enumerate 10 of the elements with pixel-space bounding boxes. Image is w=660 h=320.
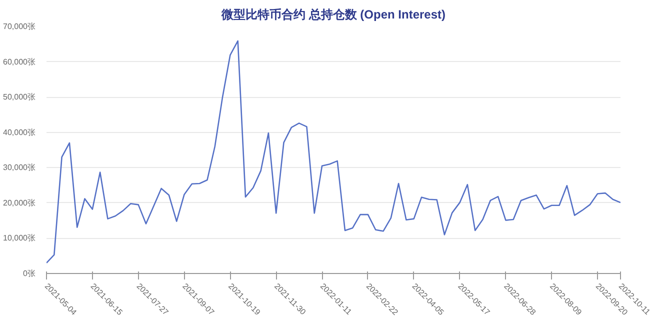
y-tick-label: 70,000张 xyxy=(3,22,36,31)
y-tick-label: 0张 xyxy=(23,269,36,278)
y-tick-label: 50,000张 xyxy=(3,92,36,102)
y-tick-label: 30,000张 xyxy=(3,163,36,172)
y-tick-label: 10,000张 xyxy=(3,234,36,243)
y-tick-label: 60,000张 xyxy=(3,57,36,66)
y-tick-label: 40,000张 xyxy=(3,128,36,137)
y-tick-label: 20,000张 xyxy=(3,198,36,208)
chart-title: 微型比特币合约 总持仓数 (Open Interest) xyxy=(220,8,446,22)
line-series xyxy=(46,40,620,264)
